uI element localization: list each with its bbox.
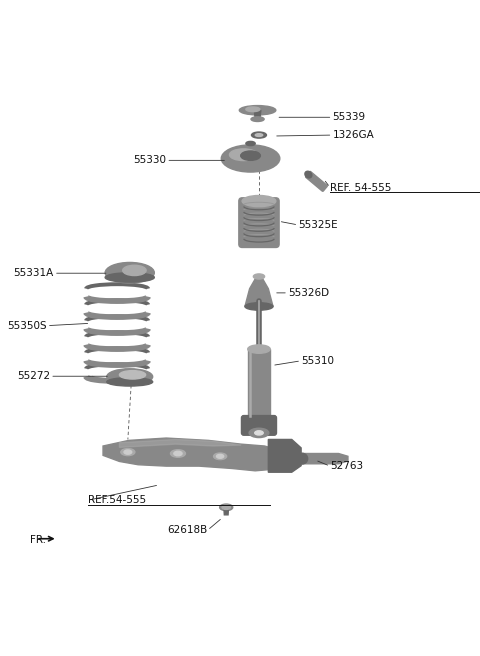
Text: REF.54-555: REF.54-555 (87, 495, 146, 505)
Text: REF. 54-555: REF. 54-555 (330, 182, 392, 192)
Ellipse shape (124, 450, 132, 454)
FancyBboxPatch shape (239, 198, 279, 247)
Polygon shape (268, 440, 301, 472)
Text: 55331A: 55331A (13, 268, 54, 278)
Ellipse shape (174, 451, 182, 456)
Ellipse shape (240, 151, 260, 160)
Ellipse shape (170, 450, 185, 457)
Text: 55325E: 55325E (298, 220, 338, 230)
Text: 55330: 55330 (133, 155, 166, 165)
Polygon shape (245, 276, 273, 306)
Ellipse shape (220, 504, 233, 510)
Ellipse shape (246, 142, 255, 146)
Text: 55326D: 55326D (288, 288, 329, 298)
Ellipse shape (222, 505, 230, 510)
Text: 55350S: 55350S (7, 321, 47, 331)
Text: 55310: 55310 (301, 356, 334, 366)
Ellipse shape (105, 262, 154, 283)
Ellipse shape (305, 171, 312, 178)
Ellipse shape (107, 378, 153, 386)
Text: 52763: 52763 (330, 461, 363, 471)
Ellipse shape (240, 106, 276, 115)
Ellipse shape (249, 428, 269, 438)
Text: FR.: FR. (30, 535, 47, 544)
Polygon shape (120, 440, 241, 447)
Text: 55272: 55272 (17, 371, 50, 381)
Ellipse shape (248, 345, 270, 354)
Ellipse shape (107, 369, 153, 384)
Ellipse shape (246, 107, 260, 112)
Ellipse shape (245, 302, 273, 310)
Text: 1326GA: 1326GA (333, 130, 374, 140)
Ellipse shape (214, 453, 227, 460)
Ellipse shape (253, 274, 264, 279)
Polygon shape (224, 507, 228, 515)
FancyBboxPatch shape (241, 415, 276, 435)
Ellipse shape (221, 145, 280, 172)
Ellipse shape (121, 449, 135, 456)
Ellipse shape (105, 273, 154, 282)
Ellipse shape (216, 455, 224, 459)
Text: 62618B: 62618B (167, 525, 207, 535)
Ellipse shape (123, 265, 146, 276)
Ellipse shape (297, 453, 308, 464)
Ellipse shape (242, 195, 276, 207)
Polygon shape (302, 453, 348, 464)
Ellipse shape (229, 149, 258, 161)
Ellipse shape (120, 371, 145, 379)
Text: 55339: 55339 (333, 112, 366, 122)
Polygon shape (248, 349, 270, 418)
Ellipse shape (251, 117, 264, 121)
Ellipse shape (252, 132, 266, 138)
FancyBboxPatch shape (306, 171, 327, 192)
Ellipse shape (255, 134, 263, 136)
Ellipse shape (255, 431, 263, 435)
Polygon shape (254, 110, 261, 119)
Polygon shape (103, 438, 288, 471)
